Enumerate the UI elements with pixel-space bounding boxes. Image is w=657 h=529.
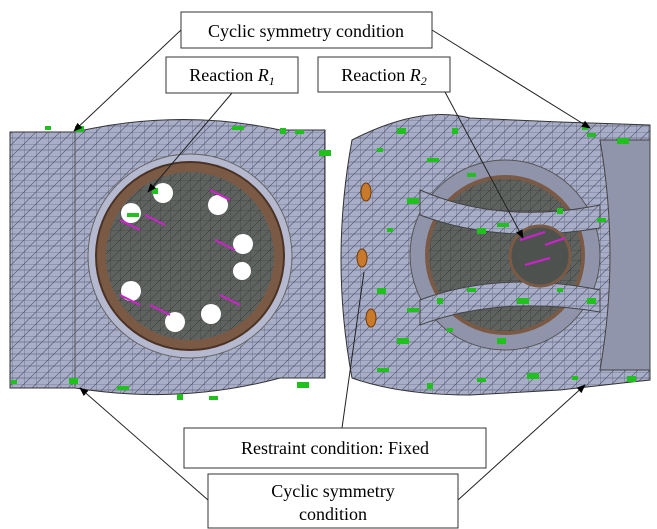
marker [497,223,509,227]
marker [117,386,129,390]
marker [587,133,596,137]
label-subscript: 2 [421,74,427,88]
marker [297,382,309,388]
marker [377,288,386,294]
figure: Cyclic symmetry condition Reaction R1 Re… [0,0,657,529]
marker [447,328,453,332]
marker [497,338,506,344]
marker [45,126,51,130]
marker [177,394,183,400]
right-model [341,114,650,395]
label-top: Cyclic symmetry condition [208,21,404,41]
marker [452,128,458,134]
marker [477,228,486,234]
marker [587,298,596,304]
marker [617,138,629,144]
marker [627,376,636,382]
marker [397,338,409,344]
marker [377,148,383,152]
marker [11,380,17,384]
marker [527,373,539,379]
marker [127,213,139,217]
marker [377,368,389,372]
marker [280,128,286,134]
pin-bore [510,226,570,286]
marker [477,378,486,382]
marker [437,298,443,304]
marker [387,228,393,232]
marker [557,208,563,214]
marker [397,128,406,134]
label-bottom-line: Cyclic symmetry [271,481,394,501]
marker [557,288,563,292]
marker [209,396,218,400]
inner-disk [106,172,274,340]
leader [432,30,590,128]
marker [427,158,439,162]
label-reaction-2: Reaction R2 [341,65,426,88]
label-bottom-line: condition [299,504,367,524]
leader [74,30,181,131]
marker [69,378,78,384]
marker [295,130,304,134]
label-symbol: R [409,65,421,85]
marker [572,376,578,380]
label-reaction-1: Reaction R1 [189,65,274,88]
marker [407,198,419,204]
marker [467,173,476,177]
label-symbol: R [257,65,269,85]
label-subscript: 1 [269,74,275,88]
marker [427,383,433,389]
marker [407,308,419,312]
label-text: Reaction [189,65,257,85]
left-model [10,119,325,394]
marker [319,150,331,156]
label-text: Reaction [341,65,409,85]
label-restraint: Restraint condition: Fixed [241,438,429,458]
marker [467,288,476,292]
marker [152,188,158,194]
marker [232,126,244,130]
marker [597,218,606,222]
marker [517,298,529,304]
